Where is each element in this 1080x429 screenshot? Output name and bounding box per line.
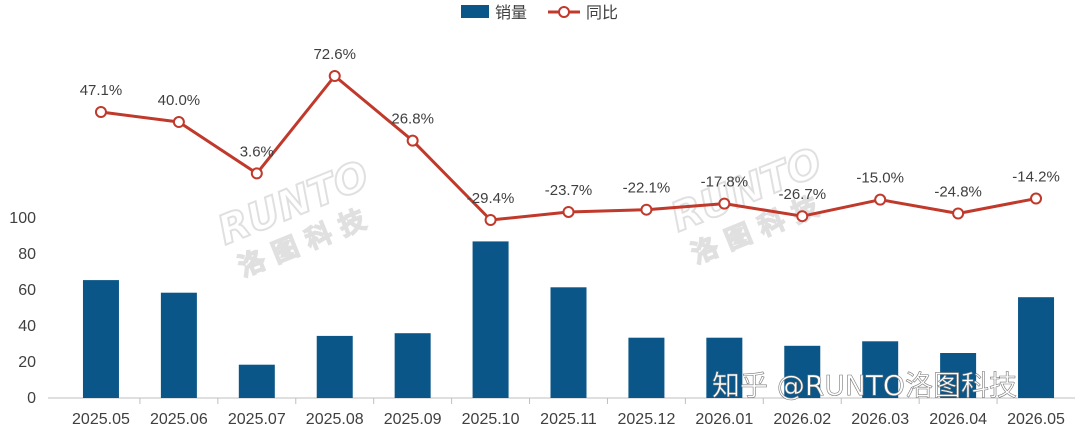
x-tick-label: 2025.10 (462, 411, 520, 428)
y-axis: 0 20 40 60 80 100 (9, 210, 36, 407)
y-tick-label: 60 (18, 282, 36, 299)
yoy-data-label: -23.7% (545, 182, 593, 199)
bar-2025.07 (238, 364, 275, 398)
bar-2026.01 (706, 337, 743, 398)
bars-group (82, 241, 1055, 398)
x-tick-label: 2026.04 (929, 411, 987, 428)
yoy-data-label: 72.6% (313, 46, 356, 63)
yoy-point-2026.02 (796, 210, 809, 223)
legend-label-yoy: 同比 (586, 4, 618, 22)
yoy-point-2025.05 (94, 106, 107, 118)
y-tick-label: 40 (18, 318, 36, 335)
yoy-line-group: 47.1% 40.0% 3.6% 72.6% 26.8% -29.4% -23.7% -22.… (80, 46, 1060, 226)
x-tick-label: 2025.12 (618, 411, 676, 428)
x-tick-label: 2026.02 (773, 411, 831, 428)
bar-2025.11 (550, 287, 587, 398)
bar-2026.05 (1018, 297, 1055, 398)
x-tick-label: 2026.05 (1007, 411, 1065, 428)
bar-2025.08 (316, 335, 353, 398)
x-ticks-group: 2025.05 2025.06 2025.07 2025.08 2025.09 2025.… (72, 398, 1065, 428)
x-tick-label: 2025.05 (72, 411, 130, 428)
bar-2025.05 (82, 280, 119, 398)
bar-2026.03 (862, 341, 899, 398)
yoy-point-2025.09 (406, 134, 419, 147)
yoy-data-label: -17.8% (701, 174, 749, 191)
x-tick-label: 2025.06 (150, 411, 208, 428)
yoy-data-label: 40.0% (158, 92, 201, 109)
yoy-data-label: -26.7% (779, 186, 827, 203)
credit-text: 知乎 @RUNTO洛图科技 (712, 369, 1017, 402)
legend-swatch-sales (461, 5, 489, 18)
yoy-point-2025.10 (484, 214, 497, 226)
yoy-point-2025.07 (250, 167, 263, 180)
bar-2026.02 (784, 345, 821, 398)
bar-2025.12 (628, 337, 665, 398)
yoy-point-2026.05 (1030, 192, 1043, 205)
yoy-point-2026.01 (718, 197, 731, 210)
yoy-data-label: -14.2% (1012, 169, 1060, 186)
x-tick-label: 2025.11 (540, 411, 597, 428)
watermark-left: RUNTO 洛图科技 (211, 151, 381, 283)
yoy-point-2025.11 (562, 205, 575, 218)
x-tick-label: 2026.01 (695, 411, 753, 428)
yoy-point-2025.06 (172, 116, 185, 129)
bar-2025.09 (394, 333, 431, 398)
x-tick-label: 2026.03 (851, 411, 909, 428)
bar-2025.10 (472, 241, 509, 398)
y-tick-label: 20 (18, 354, 36, 371)
y-tick-label: 100 (9, 210, 36, 227)
yoy-data-label: 47.1% (80, 82, 123, 99)
yoy-point-2025.08 (328, 70, 341, 82)
x-tick-label: 2025.07 (228, 411, 286, 428)
yoy-data-label: 26.8% (391, 111, 434, 128)
x-tick-label: 2025.08 (306, 411, 364, 428)
yoy-data-label: 3.6% (240, 143, 274, 160)
legend-swatch-yoy-marker (558, 6, 570, 18)
y-tick-label: 80 (18, 246, 36, 263)
yoy-data-label: -15.0% (856, 170, 904, 187)
bar-2025.06 (160, 292, 197, 398)
yoy-point-2026.04 (952, 207, 965, 220)
x-tick-label: 2025.09 (384, 411, 442, 428)
legend-label-sales: 销量 (495, 4, 527, 22)
yoy-point-2025.12 (640, 203, 653, 216)
yoy-data-label: -24.8% (934, 184, 982, 201)
yoy-data-label: -29.4% (467, 190, 515, 207)
bar-2026.04 (940, 353, 977, 398)
yoy-data-label: -22.1% (623, 180, 671, 197)
yoy-point-2026.03 (874, 193, 887, 206)
legend: 销量 同比 (461, 4, 618, 22)
y-tick-label: 0 (27, 390, 36, 407)
